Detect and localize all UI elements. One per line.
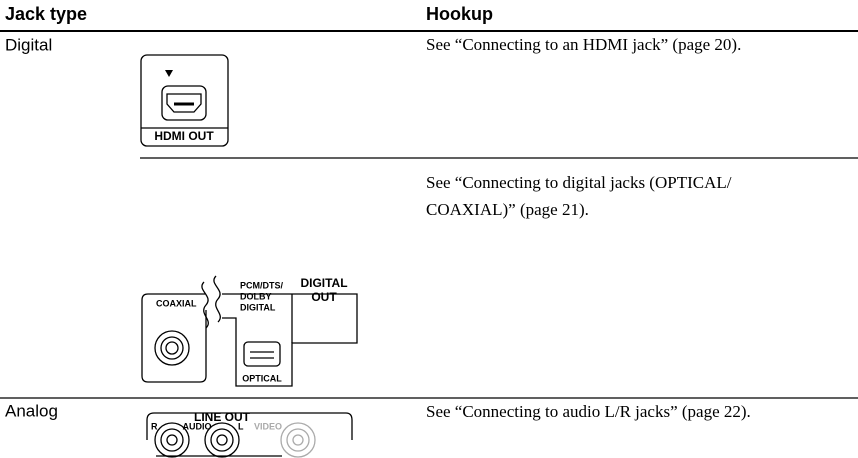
jack-label: HDMI OUT — [154, 129, 214, 143]
hookup: COAXIAL)” (page 21). — [426, 200, 589, 219]
jack-label: PCM/DTS/ — [240, 280, 284, 290]
jack-label: DOLBY — [240, 291, 272, 301]
hookup: See “Connecting to an HDMI jack” (page 2… — [426, 35, 741, 54]
header: Jack type — [5, 4, 87, 24]
jack-label: L — [238, 421, 244, 431]
hookup: See “Connecting to digital jacks (OPTICA… — [426, 173, 732, 192]
jack-label: VIDEO — [254, 421, 282, 431]
jack-type: Digital — [5, 35, 52, 54]
jack-label: COAXIAL — [156, 298, 197, 308]
jack-label: AUDIO — [183, 421, 212, 431]
jack-label: OPTICAL — [242, 373, 282, 383]
jack-label: DIGITAL — [240, 302, 276, 312]
digital-illustration: COAXIAL PCM/DTS/ DOLBY DIGITAL DIGITAL O… — [141, 275, 358, 387]
jack-label: DIGITAL — [300, 276, 347, 290]
header: Hookup — [426, 4, 493, 24]
jack-label: OUT — [311, 290, 337, 304]
jack-type: Analog — [5, 401, 58, 420]
jack-label: R — [151, 421, 158, 431]
jack-label: LINE OUT — [194, 410, 251, 424]
analog-illustration: LINE OUT R AUDIO L VIDEO — [146, 410, 353, 458]
hdmi-illustration: HDMI OUT — [140, 54, 229, 147]
hookup: See “Connecting to audio L/R jacks” (pag… — [426, 402, 751, 421]
